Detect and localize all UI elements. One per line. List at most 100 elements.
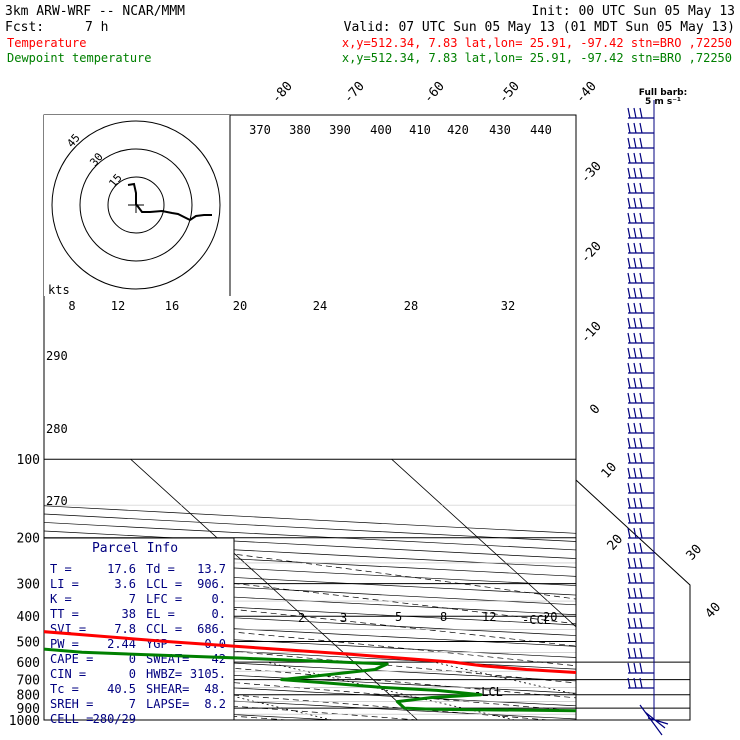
valid-time: Valid: 07 UTC Sun 05 May 13 (01 MDT Sun …	[344, 20, 735, 35]
isotherm-label: 10	[599, 460, 621, 482]
moist-adiabat	[44, 667, 576, 712]
isotherm-line	[130, 458, 418, 720]
pressure-label: 600	[17, 656, 40, 671]
hodograph-trace	[127, 182, 212, 222]
wind-barb	[627, 602, 654, 614]
hodograph-axis-label: 20	[233, 299, 247, 313]
isotherm-label: -80	[269, 79, 296, 106]
wind-barb	[627, 317, 654, 329]
wind-barb	[627, 107, 654, 119]
theta-label: 410	[409, 123, 431, 137]
parcel-info-value2: 8.2	[204, 697, 226, 711]
isotherm-label: -70	[341, 79, 368, 106]
parcel-info-value: 0	[129, 667, 136, 681]
wind-barb	[627, 512, 654, 524]
parcel-info-value: 2.44	[107, 637, 136, 651]
barb-legend-line1: Full barb:	[639, 88, 687, 98]
parcel-info-value: 0	[129, 652, 136, 666]
profiles	[44, 630, 576, 713]
pressure-label: 100	[17, 453, 40, 468]
isotherm-label: 40	[703, 600, 725, 622]
parcel-info-value: 7	[129, 697, 136, 711]
parcel-info-key: SREH =	[50, 697, 93, 711]
temperature-legend: Temperature	[7, 36, 86, 50]
theta-label: 390	[329, 123, 351, 137]
mixing-ratio-line	[585, 662, 740, 720]
parcel-info-key: CIN =	[50, 667, 86, 681]
wind-barb	[627, 242, 654, 254]
parcel-info-value2: 48.	[204, 682, 226, 696]
parcel-info-key: Tc =	[50, 682, 79, 696]
wind-barb	[627, 497, 654, 509]
isotherm-label: -40	[573, 79, 600, 106]
wind-barb	[627, 557, 654, 569]
dewpoint-profile	[44, 647, 576, 713]
forecast-hour: 7 h	[85, 20, 108, 35]
hodograph-axis-label: 24	[313, 299, 327, 313]
dry-adiabat	[44, 690, 576, 720]
parcel-info-value: 7	[129, 592, 136, 606]
pressure-label: 1000	[9, 714, 40, 729]
wind-barb	[627, 437, 654, 449]
parcel-info-key2: CCL =	[146, 622, 182, 636]
model-title: 3km ARW-WRF -- NCAR/MMM	[5, 4, 185, 19]
parcel-info-value: 7.8	[114, 622, 136, 636]
wind-barb	[627, 287, 654, 299]
wind-barb	[627, 272, 654, 284]
isotherm-label: -50	[496, 79, 523, 106]
kts-label: kts	[48, 283, 70, 297]
dry-adiabat	[44, 629, 576, 658]
parcel-info-value: 280/29	[93, 712, 136, 726]
parcel-info-key2: HWBZ=	[146, 667, 182, 681]
wind-barb	[627, 662, 654, 674]
wind-barb	[627, 377, 654, 389]
wind-barb	[627, 167, 654, 179]
temperature-location: x,y=512.34, 7.83 lat,lon= 25.91, -97.42 …	[342, 36, 732, 50]
wind-barb	[627, 542, 654, 554]
mixing-ratio-label: 2	[298, 611, 305, 625]
wind-barb	[627, 422, 654, 434]
theta-label: 380	[289, 123, 311, 137]
theta-side-label: 270	[46, 494, 68, 508]
pressure-label: 700	[17, 674, 40, 689]
isotherm-label: -30	[578, 159, 605, 186]
moist-adiabat	[44, 680, 549, 720]
parcel-info-key: PW =	[50, 637, 79, 651]
wind-barb	[627, 467, 654, 479]
parcel-info-value2: 0.	[212, 592, 226, 606]
wind-barb	[627, 302, 654, 314]
parcel-info-title: Parcel Info	[92, 541, 178, 556]
hodograph-axis-label: 28	[404, 299, 418, 313]
wind-barb	[627, 347, 654, 359]
parcel-info-value: 38	[122, 607, 136, 621]
parcel-info-key: K =	[50, 592, 72, 606]
theta-label: 370	[249, 123, 271, 137]
wind-barb	[627, 647, 654, 659]
hodograph-ring	[51, 120, 221, 290]
isotherm-label: -20	[578, 239, 605, 266]
wind-barb	[627, 452, 654, 464]
parcel-info-value2: 13.7	[197, 562, 226, 576]
wind-barb-surface	[639, 704, 669, 736]
wind-barb	[627, 362, 654, 374]
pressure-label: 200	[17, 532, 40, 547]
hodograph-axis-label: 8	[68, 299, 75, 313]
parcel-info-value: 17.6	[107, 562, 136, 576]
hodograph-ring	[79, 148, 193, 262]
parcel-info-key2: Td =	[146, 562, 175, 576]
pressure-label: 800	[17, 689, 40, 704]
parcel-info-key2: LCL =	[146, 577, 182, 591]
parcel-info-value: 3.6	[114, 577, 136, 591]
wind-barb	[627, 152, 654, 164]
wind-barb	[627, 482, 654, 494]
mixing-ratio-label: 5	[395, 610, 402, 624]
parcel-info-box: Parcel Info T = 17.6 Td = 13.7 LI = 3.6 LCL = 90…	[43, 537, 235, 726]
theta-side-label: 280	[46, 422, 68, 436]
theta-label: 430	[489, 123, 511, 137]
parcel-info-value2: 42	[212, 652, 226, 666]
isotherm-line	[653, 459, 740, 720]
isotherm-label: -60	[421, 79, 448, 106]
ccl-label: -CCL	[522, 613, 551, 627]
